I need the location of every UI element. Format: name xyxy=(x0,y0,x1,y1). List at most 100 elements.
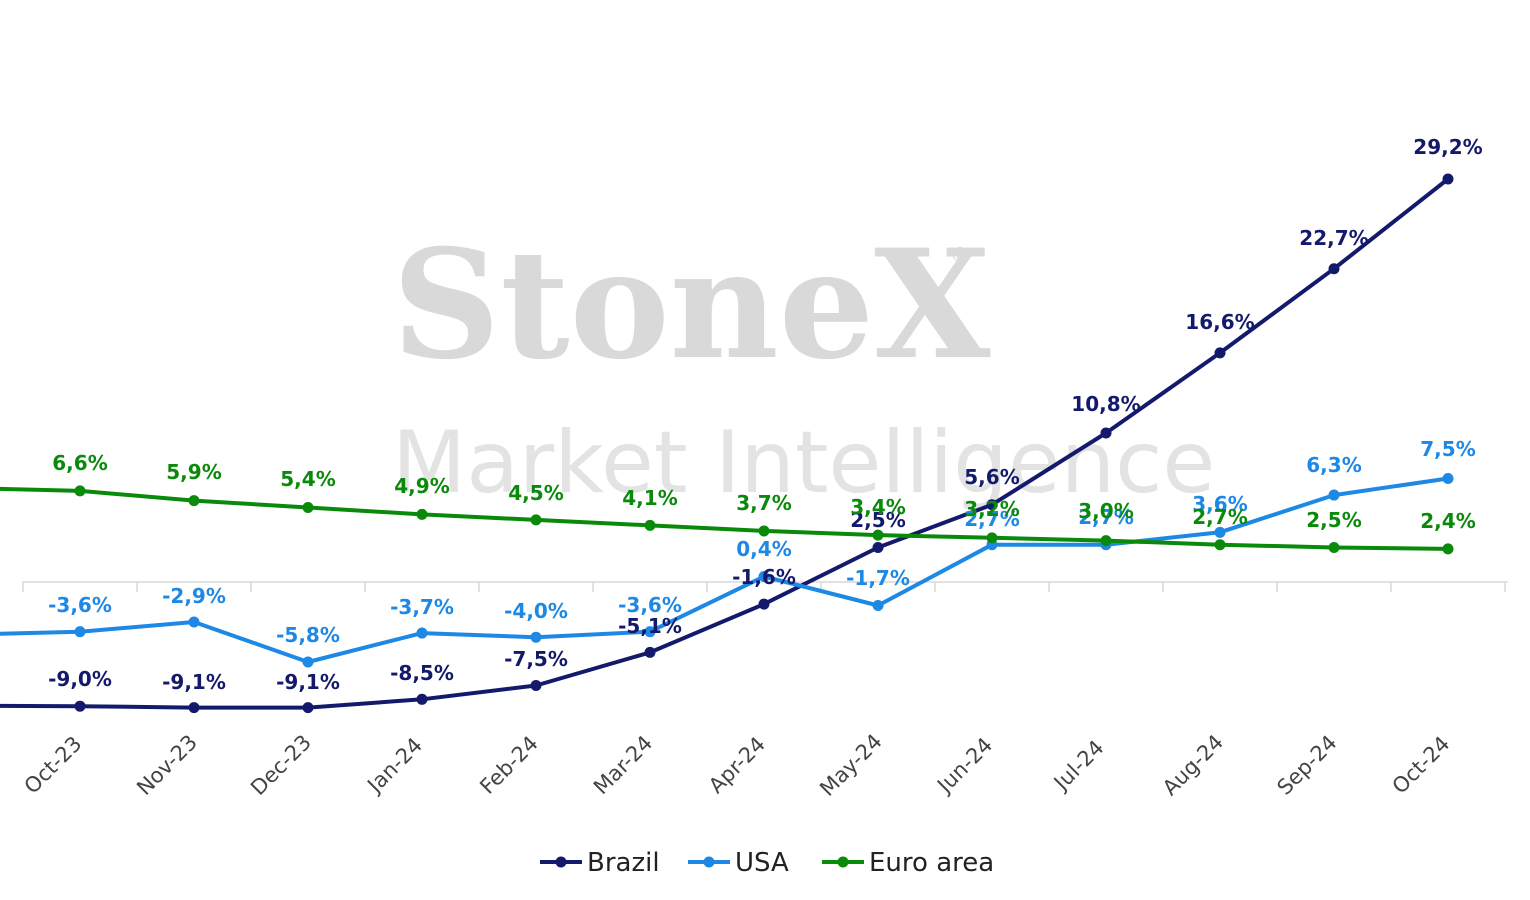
data-point xyxy=(302,501,314,513)
x-tick-label: Sep-24 xyxy=(1272,730,1341,799)
data-label: 2,7% xyxy=(1078,505,1133,529)
data-label: 10,8% xyxy=(1071,392,1140,416)
data-label: -8,5% xyxy=(390,661,454,685)
data-point xyxy=(872,529,884,541)
data-label: -9,0% xyxy=(48,667,112,691)
data-point xyxy=(872,542,884,553)
data-label: -9,1% xyxy=(276,670,340,694)
x-tick-label: Mar-24 xyxy=(589,731,657,799)
data-label: 6,3% xyxy=(1306,453,1361,477)
data-point xyxy=(644,519,656,531)
data-label: 2,5% xyxy=(1306,508,1361,532)
series-line xyxy=(0,476,1449,664)
data-label: 6,6% xyxy=(52,451,107,475)
legend-swatch-marker xyxy=(837,856,849,868)
x-axis xyxy=(22,581,1508,592)
data-point xyxy=(188,495,200,507)
data-point xyxy=(302,656,314,668)
series-group xyxy=(0,173,1454,714)
data-point xyxy=(302,702,314,714)
data-point xyxy=(530,514,542,526)
x-tick-labels: Oct-23 Nov-23 Dec-23 Jan-24 Feb-24 Mar-24 Apr-… xyxy=(20,729,1455,801)
data-label: 3,0% xyxy=(1078,499,1133,523)
data-label: -5,1% xyxy=(618,614,682,638)
data-point xyxy=(644,646,656,658)
watermark-registered-mark: ® xyxy=(950,243,970,267)
data-label: -4,0% xyxy=(504,599,568,623)
data-label: 2,4% xyxy=(1420,509,1475,533)
x-tick-label: May-24 xyxy=(815,729,887,801)
data-label: -3,6% xyxy=(48,593,112,617)
x-tick-label: Feb-24 xyxy=(475,731,543,799)
data-label: 0,4% xyxy=(736,537,791,561)
data-label: 3,6% xyxy=(1192,492,1247,516)
data-point xyxy=(74,700,86,712)
data-label: 2,7% xyxy=(1192,505,1247,529)
data-label: 3,4% xyxy=(850,495,905,519)
data-label: -3,6% xyxy=(618,593,682,617)
data-label: -5,8% xyxy=(276,623,340,647)
data-point xyxy=(416,627,428,639)
x-tick-label: Oct-24 xyxy=(1388,732,1455,799)
series-line xyxy=(0,486,1449,551)
data-label: -3,7% xyxy=(390,595,454,619)
data-label: -1,6% xyxy=(732,565,796,589)
data-point xyxy=(1328,489,1340,501)
legend-swatch-marker xyxy=(703,856,715,868)
legend-label: USA xyxy=(735,848,789,878)
data-label: 5,4% xyxy=(280,467,335,491)
data-label: 4,1% xyxy=(622,486,677,510)
data-point xyxy=(1214,539,1226,551)
data-point xyxy=(1214,347,1226,359)
data-point xyxy=(1100,427,1112,439)
data-point xyxy=(1442,543,1454,555)
data-point xyxy=(416,508,428,520)
series-brazil xyxy=(0,173,1454,714)
watermark-subtitle: Market Intelligence xyxy=(392,413,1215,513)
data-point xyxy=(1328,263,1340,275)
data-label: 29,2% xyxy=(1413,135,1482,159)
data-label: -9,1% xyxy=(162,670,226,694)
data-point xyxy=(872,599,884,611)
data-point xyxy=(74,626,86,638)
x-tick-label: Apr-24 xyxy=(704,732,770,798)
data-label: 2,5% xyxy=(850,508,905,532)
x-tick-label: Oct-23 xyxy=(20,732,87,799)
data-label: 4,9% xyxy=(394,474,449,498)
data-point xyxy=(530,680,542,691)
data-point xyxy=(1328,542,1340,553)
data-point xyxy=(416,693,428,705)
data-label: 5,9% xyxy=(166,460,221,484)
watermark-brand: StoneX xyxy=(392,217,991,393)
data-point xyxy=(188,702,200,714)
x-tick-label: Dec-23 xyxy=(246,730,316,800)
data-label: 7,5% xyxy=(1420,437,1475,461)
data-point xyxy=(986,499,998,511)
legend-item: Brazil xyxy=(540,848,660,878)
data-label: -1,7% xyxy=(846,566,910,590)
data-label: -2,9% xyxy=(162,584,226,608)
series-euro-area xyxy=(0,485,1454,555)
legend-swatch-marker xyxy=(555,856,567,868)
data-point xyxy=(644,626,656,638)
watermark: StoneX ® Market Intelligence xyxy=(392,217,1215,513)
legend-label: Brazil xyxy=(587,848,660,878)
data-point xyxy=(1442,173,1454,185)
data-label: 22,7% xyxy=(1299,226,1368,250)
x-tick-label: Jun-24 xyxy=(931,733,997,799)
x-tick-label: Jan-24 xyxy=(362,733,428,799)
data-point xyxy=(1214,526,1226,538)
data-label: 4,5% xyxy=(508,481,563,505)
x-tick-label: Nov-23 xyxy=(132,730,202,800)
data-label: -7,5% xyxy=(504,647,568,671)
legend: Brazil USA Euro area xyxy=(540,848,994,878)
data-point xyxy=(758,598,770,610)
legend-item: Euro area xyxy=(822,848,994,878)
x-tick-label: Aug-24 xyxy=(1158,730,1228,800)
data-point xyxy=(188,616,200,628)
data-point xyxy=(1442,473,1454,484)
legend-item: USA xyxy=(688,848,789,878)
data-point xyxy=(758,570,770,582)
